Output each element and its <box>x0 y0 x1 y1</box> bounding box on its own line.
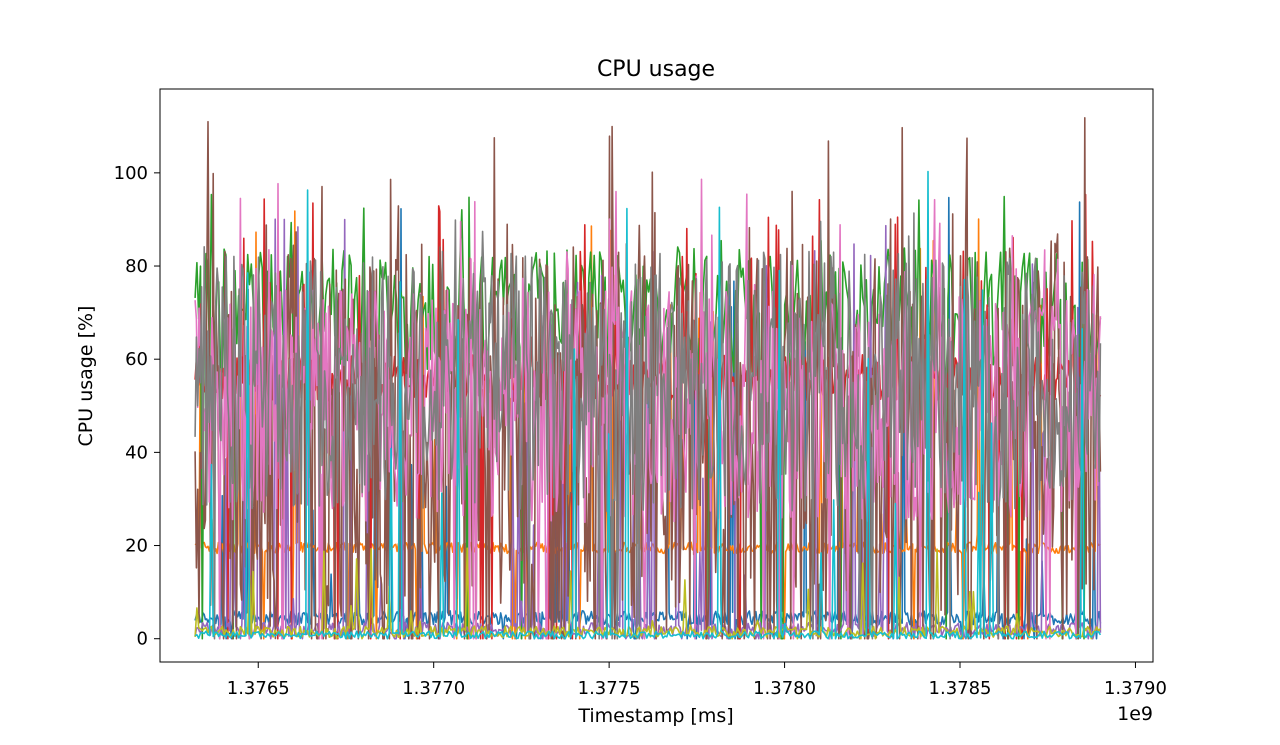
x-tick-label: 1.3790 <box>1104 678 1167 699</box>
y-tick-label: 60 <box>125 349 148 370</box>
y-tick-label: 40 <box>125 442 148 463</box>
y-tick-label: 20 <box>125 536 148 557</box>
chart-title: CPU usage <box>597 57 715 82</box>
x-axis-label: Timestamp [ms] <box>577 705 733 727</box>
x-tick-label: 1.3775 <box>578 678 641 699</box>
series-line-9 <box>194 547 1102 640</box>
series-line-8 <box>194 212 1102 640</box>
plot-frame <box>159 88 1154 663</box>
y-tick-label: 100 <box>114 163 148 184</box>
series-line-10 <box>194 170 1102 640</box>
series-layer <box>194 117 1102 640</box>
x-tick-label: 1.3785 <box>929 678 992 699</box>
x-axis-ticks: 1.3765 1.3770 1.3775 1.3780 1.3785 1.3790 <box>227 662 1167 699</box>
x-tick-label: 1.3765 <box>227 678 290 699</box>
y-axis-label: CPU usage [%] <box>75 306 97 447</box>
y-axis-ticks: 0 20 40 60 80 100 <box>114 163 160 650</box>
x-tick-label: 1.3770 <box>402 678 465 699</box>
y-tick-label: 0 <box>137 629 148 650</box>
y-tick-label: 80 <box>125 256 148 277</box>
x-axis-offset-label: 1e9 <box>1117 703 1153 725</box>
x-tick-label: 1.3780 <box>753 678 816 699</box>
